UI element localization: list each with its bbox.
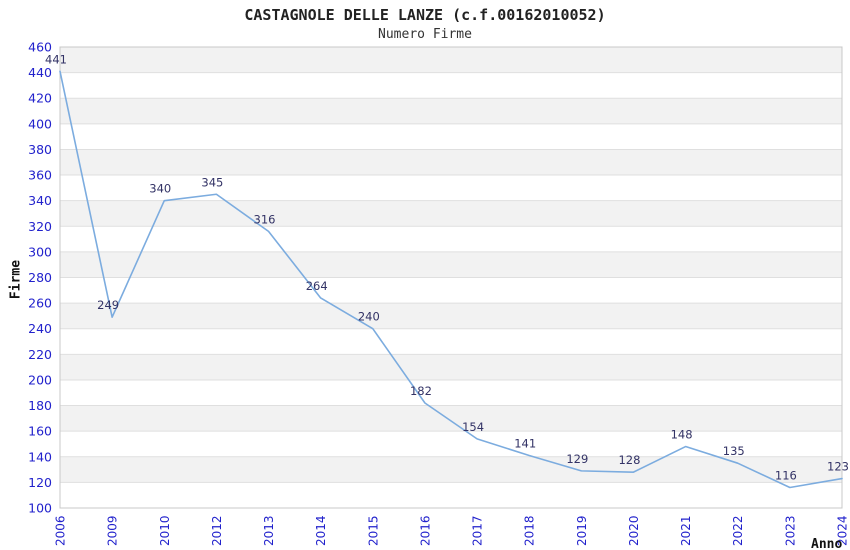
x-tick-label: 2009 (106, 515, 120, 546)
data-point-label: 441 (45, 52, 67, 66)
plot-band (60, 303, 842, 329)
data-point-label: 123 (827, 460, 849, 474)
plot-band (60, 456, 842, 483)
x-tick-label: 2018 (523, 515, 537, 546)
data-point-label: 249 (97, 298, 119, 312)
y-tick-label: 460 (28, 40, 52, 55)
y-tick-label: 120 (28, 475, 52, 490)
y-tick-label: 260 (28, 296, 52, 311)
y-tick-label: 200 (28, 372, 52, 387)
plot-band (60, 47, 842, 73)
y-tick-label: 160 (28, 424, 52, 439)
x-tick-label: 2014 (314, 515, 328, 546)
y-tick-label: 240 (28, 321, 52, 336)
y-tick-label: 360 (28, 168, 52, 183)
y-axis-title: Firme (8, 259, 24, 300)
plot-band (60, 354, 842, 380)
x-axis-title: Anno (811, 537, 843, 550)
plot-band (60, 200, 842, 227)
x-tick-label: 2023 (783, 515, 797, 546)
y-tick-label: 400 (28, 116, 52, 131)
y-tick-label: 440 (28, 65, 52, 80)
plot-band (60, 226, 842, 252)
x-tick-label: 2022 (731, 515, 745, 546)
data-series-line (59, 70, 843, 489)
plot-band (60, 379, 842, 406)
data-point-label: 141 (514, 436, 536, 450)
y-tick-label: 100 (28, 501, 52, 516)
plot-band (60, 405, 842, 432)
data-point-label: 182 (410, 384, 432, 398)
chart-title: CASTAGNOLE DELLE LANZE (c.f.00162010052) (244, 6, 606, 24)
x-tick-label: 2012 (210, 515, 224, 546)
plot-band (60, 277, 842, 304)
y-tick-label: 340 (28, 193, 52, 208)
plot-band (60, 98, 842, 124)
data-point-label: 345 (201, 175, 223, 189)
plot-band (60, 328, 842, 355)
plot-border (59, 46, 843, 509)
data-point-label: 135 (723, 444, 745, 458)
y-tick-label: 140 (28, 449, 52, 464)
data-point-label: 154 (462, 420, 484, 434)
data-point-label: 316 (254, 212, 276, 226)
data-point-label: 148 (671, 428, 693, 442)
x-tick-label: 2017 (471, 515, 485, 546)
plot-band (60, 251, 842, 278)
y-tick-label: 420 (28, 91, 52, 106)
y-tick-label: 300 (28, 244, 52, 259)
x-tick-label: 2010 (158, 515, 172, 546)
y-tick-label: 280 (28, 270, 52, 285)
data-point-label: 129 (566, 452, 588, 466)
x-tick-label: 2015 (366, 515, 380, 546)
plot-band (60, 149, 842, 176)
plot-band (60, 431, 842, 457)
plot-band (60, 123, 842, 150)
y-tick-label: 220 (28, 347, 52, 362)
plot-band (60, 72, 842, 99)
chart-subtitle: Numero Firme (378, 27, 472, 42)
data-point-label: 128 (618, 453, 640, 467)
data-point-label: 340 (149, 182, 171, 196)
data-point-label: 240 (358, 310, 380, 324)
y-tick-label: 320 (28, 219, 52, 234)
data-point-label: 264 (306, 279, 328, 293)
data-point-label: 116 (775, 469, 797, 483)
y-tick-label: 180 (28, 398, 52, 413)
x-tick-label: 2021 (679, 515, 693, 546)
x-tick-label: 2020 (627, 515, 641, 546)
plot-band (60, 175, 842, 201)
x-tick-label: 2013 (262, 515, 276, 546)
x-tick-label: 2016 (418, 515, 432, 546)
plot-band (60, 482, 842, 508)
x-tick-label: 2024 (836, 515, 850, 546)
x-tick-label: 2006 (54, 515, 68, 546)
y-tick-label: 380 (28, 142, 52, 157)
x-tick-label: 2019 (575, 515, 589, 546)
